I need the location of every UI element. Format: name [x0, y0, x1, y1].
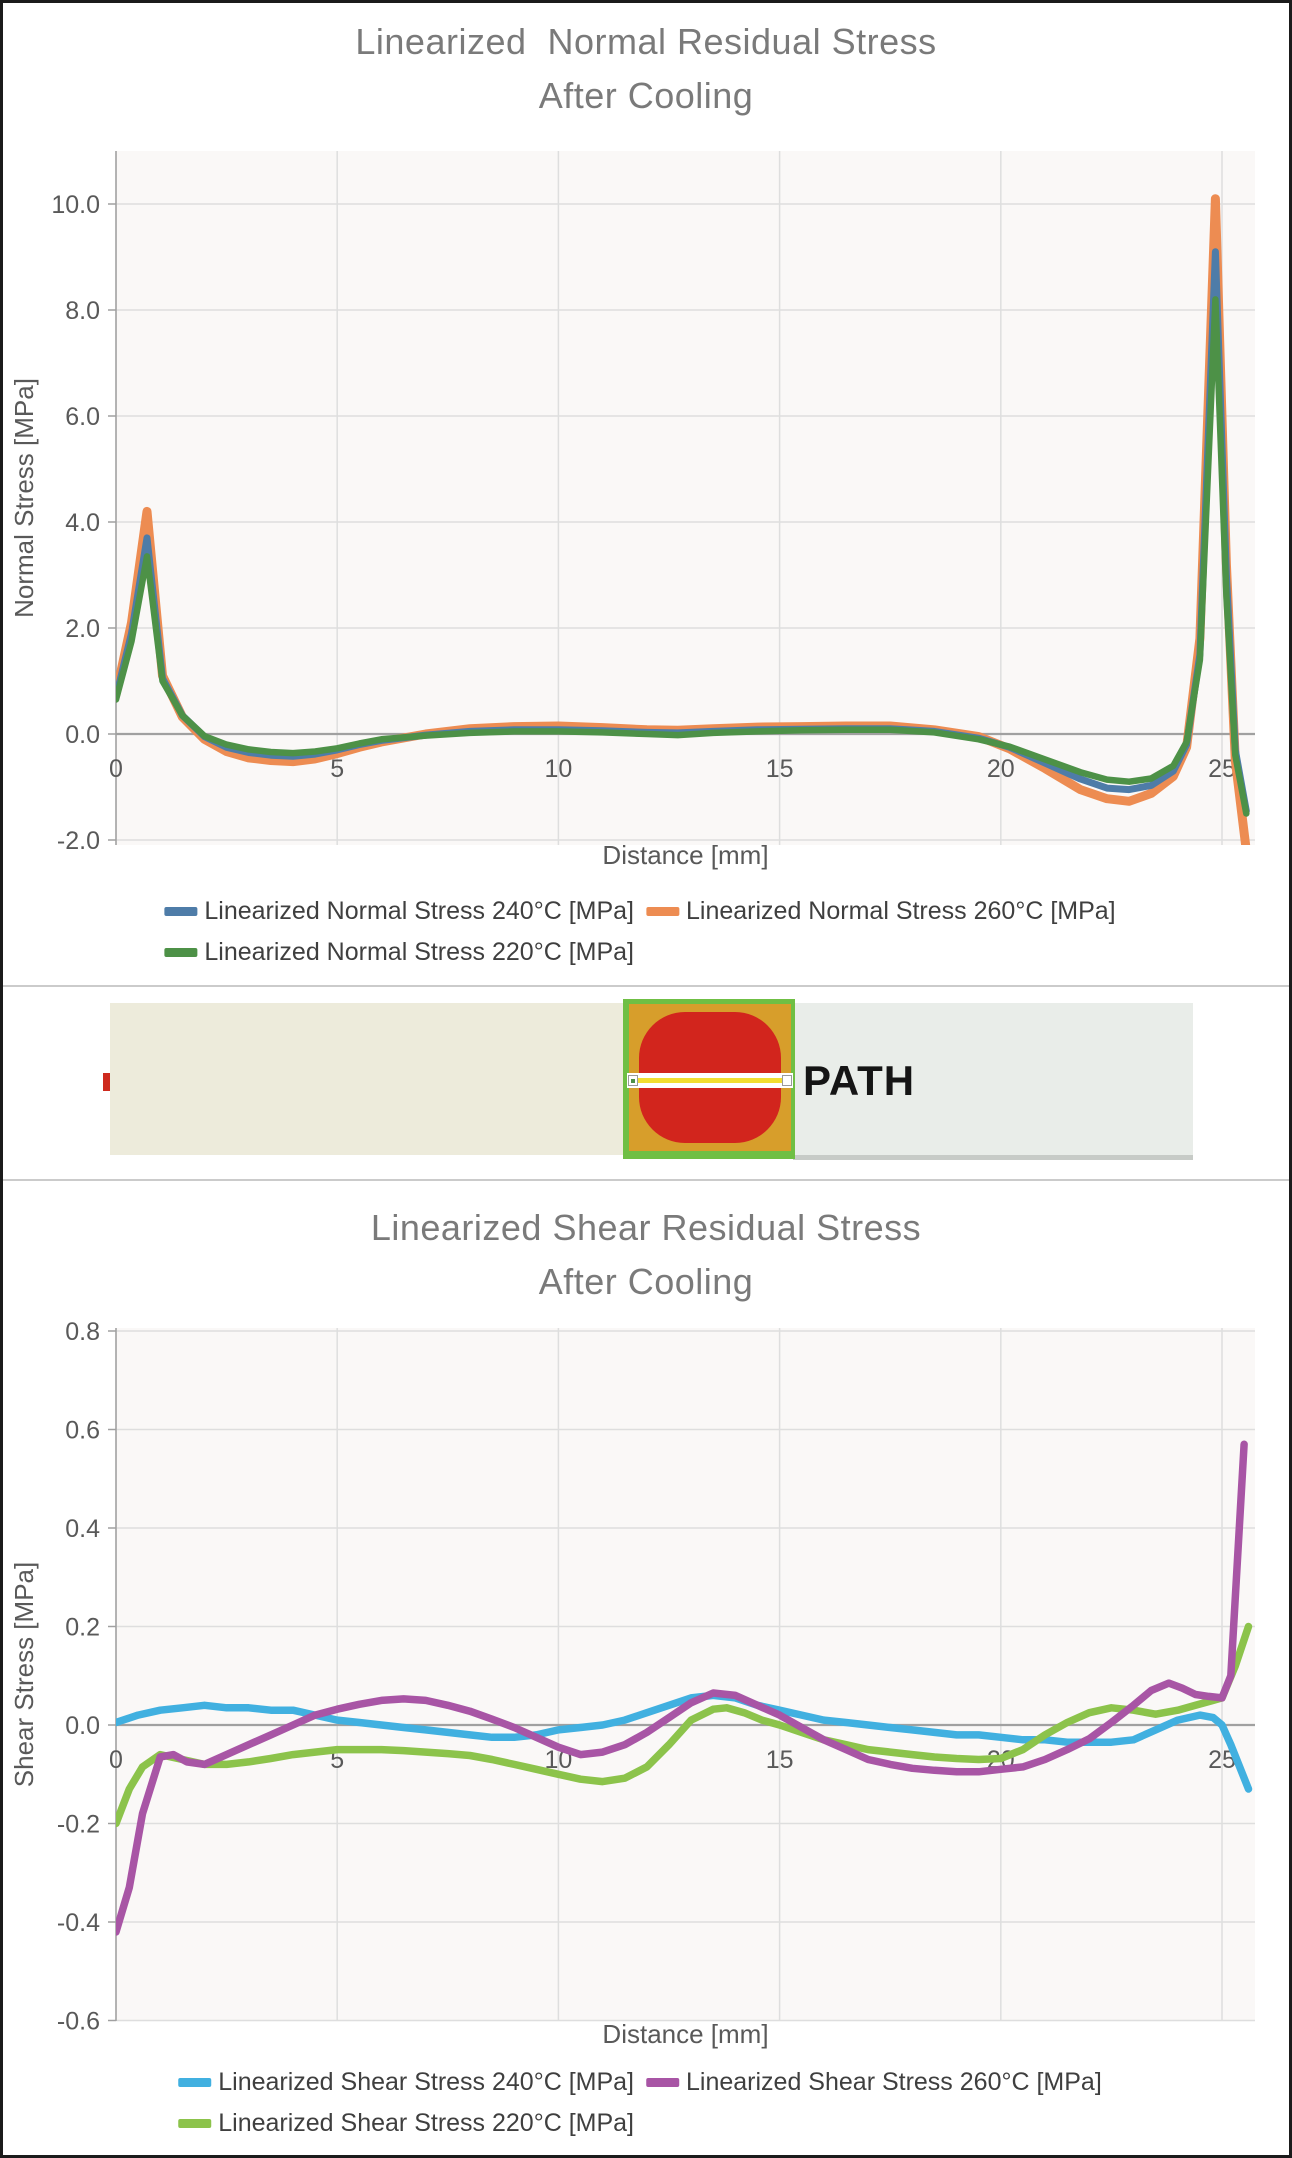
shear-stress-chart: 0.80.60.40.20.0-0.2-0.4-0.60 5 10 15 20 25Dis… — [9, 1318, 1255, 2049]
y-tick-label: -0.2 — [57, 1811, 100, 1839]
plot-area — [116, 151, 1255, 845]
x-tick-label: 0 — [109, 1746, 123, 1774]
x-tick-label: 15 — [766, 1746, 794, 1774]
normal-stress-chart: 10.08.06.04.02.00.0-2.00 5 10 15 20 25Distanc… — [9, 151, 1255, 870]
path-start-dot — [631, 1079, 635, 1083]
legend-item: Linearized Normal Stress 220°C [MPa] — [164, 937, 634, 968]
x-tick-label: 15 — [766, 755, 794, 783]
legend-swatch — [164, 907, 198, 916]
legend-row: Linearized Shear Stress 220°C [MPa] — [178, 2108, 1114, 2139]
x-tick-label: 5 — [330, 755, 344, 783]
series-line-2 — [116, 1622, 1253, 1828]
legend-row: Linearized Shear Stress 240°C [MPa] Linea… — [178, 2067, 1114, 2098]
legend-item: Linearized Shear Stress 240°C [MPa] — [178, 2067, 634, 2098]
normal-chart-title-line2: After Cooling — [538, 75, 754, 116]
shear-chart-title-line2: After Cooling — [538, 1261, 754, 1302]
legend-row: Linearized Normal Stress 220°C [MPa] — [164, 937, 1127, 968]
x-tick-label: 10 — [544, 755, 572, 783]
x-axis-title: Distance [mm] — [602, 2019, 768, 2049]
legend-row: Linearized Normal Stress 240°C [MPa] Line… — [164, 896, 1127, 927]
x-tick-label: 0 — [109, 755, 123, 783]
y-axis-title: Shear Stress [MPa] — [9, 1562, 39, 1787]
y-tick-label: 0.6 — [65, 1417, 100, 1445]
y-tick-label: -0.4 — [57, 1909, 100, 1937]
y-axis-title: Normal Stress [MPa] — [9, 378, 39, 618]
section-divider-bottom — [3, 1179, 1289, 1181]
legend-label: Linearized Shear Stress 220°C [MPa] — [218, 2109, 634, 2137]
y-tick-label: 8.0 — [65, 297, 100, 325]
legend-label: Linearized Normal Stress 220°C [MPa] — [204, 938, 634, 966]
y-tick-label: 2.0 — [65, 615, 100, 643]
legend-swatch — [178, 2119, 212, 2128]
legend-label: Linearized Shear Stress 240°C [MPa] — [218, 2068, 634, 2096]
legend-label: Linearized Shear Stress 260°C [MPa] — [686, 2068, 1102, 2096]
y-tick-label: 0.8 — [65, 1318, 100, 1346]
y-tick-label: 0.2 — [65, 1614, 100, 1642]
legend-label: Linearized Normal Stress 260°C [MPa] — [686, 897, 1116, 925]
path-line-core — [632, 1078, 788, 1083]
y-tick-label: 0.0 — [65, 721, 100, 749]
y-tick-label: 6.0 — [65, 403, 100, 431]
legend-item: Linearized Shear Stress 260°C [MPa] — [646, 2067, 1102, 2098]
specimen-strip-right — [793, 1003, 1193, 1155]
legend-swatch — [646, 907, 679, 916]
y-tick-label: 0.4 — [65, 1515, 100, 1543]
normal-chart-legend: Linearized Normal Stress 240°C [MPa] Line… — [164, 896, 1127, 978]
strip-shadow — [793, 1155, 1193, 1160]
strip-edge-mark — [103, 1073, 110, 1091]
legend-swatch — [646, 2078, 679, 2087]
legend-label: Linearized Normal Stress 240°C [MPa] — [204, 897, 634, 925]
legend-swatch — [164, 948, 198, 957]
x-tick-label: 20 — [987, 755, 1015, 783]
legend-item: Linearized Normal Stress 240°C [MPa] — [164, 896, 634, 927]
y-tick-label: 0.0 — [65, 1712, 100, 1740]
legend-item: Linearized Shear Stress 220°C [MPa] — [178, 2108, 634, 2139]
y-tick-label: -0.6 — [57, 2008, 100, 2036]
shear-chart-legend: Linearized Shear Stress 240°C [MPa] Linea… — [178, 2067, 1114, 2149]
plot-area — [116, 1328, 1255, 2021]
legend-item: Linearized Normal Stress 260°C [MPa] — [646, 896, 1116, 927]
series-line-1 — [116, 1440, 1248, 1936]
normal-chart-title-line1: Linearized Normal Residual Stress — [355, 21, 937, 62]
y-tick-label: 4.0 — [65, 509, 100, 537]
path-end-marker — [782, 1075, 792, 1086]
series-line-2 — [116, 296, 1250, 817]
section-divider-top — [3, 985, 1289, 987]
path-start-marker — [628, 1075, 638, 1086]
specimen-strip-left — [110, 1003, 626, 1155]
x-axis-title: Distance [mm] — [602, 840, 768, 870]
shear-chart-title-line1: Linearized Shear Residual Stress — [370, 1207, 922, 1248]
path-label: PATH — [803, 1057, 916, 1104]
legend-swatch — [178, 2078, 212, 2087]
y-tick-label: -2.0 — [57, 827, 100, 855]
y-tick-label: 10.0 — [51, 191, 100, 219]
